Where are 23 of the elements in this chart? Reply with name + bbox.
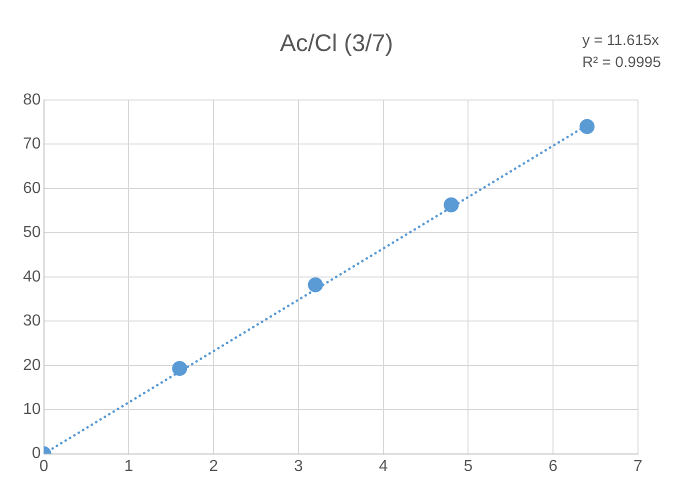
x-tick-label: 5 xyxy=(464,458,473,475)
y-tick-label: 0 xyxy=(32,445,41,462)
text: R² = 0.9995 xyxy=(582,53,661,73)
y-tick-label: 60 xyxy=(23,180,41,197)
y-tick-label: 30 xyxy=(23,312,41,330)
text: y = 11.615x xyxy=(582,31,660,51)
point xyxy=(580,119,595,134)
point xyxy=(308,277,323,292)
point xyxy=(172,360,188,376)
y-tick-label: 50 xyxy=(23,224,41,242)
x-tick-label: 3 xyxy=(294,458,303,475)
point xyxy=(444,197,459,212)
x-tick-label: 2 xyxy=(209,458,218,475)
y-tick-label: 80 xyxy=(23,91,41,108)
y-tick-label: 20 xyxy=(23,356,41,374)
x-tick-label: 7 xyxy=(634,458,643,475)
y-tick-label: 10 xyxy=(23,400,41,418)
chart-title: Ac/Cl (3/7) xyxy=(280,30,394,57)
x-tick-label: 1 xyxy=(124,458,134,475)
x-tick-label: 4 xyxy=(378,458,388,475)
y-tick-label: 70 xyxy=(23,136,41,153)
y-tick-label: 40 xyxy=(23,268,41,286)
x-tick-label: 6 xyxy=(548,458,558,475)
